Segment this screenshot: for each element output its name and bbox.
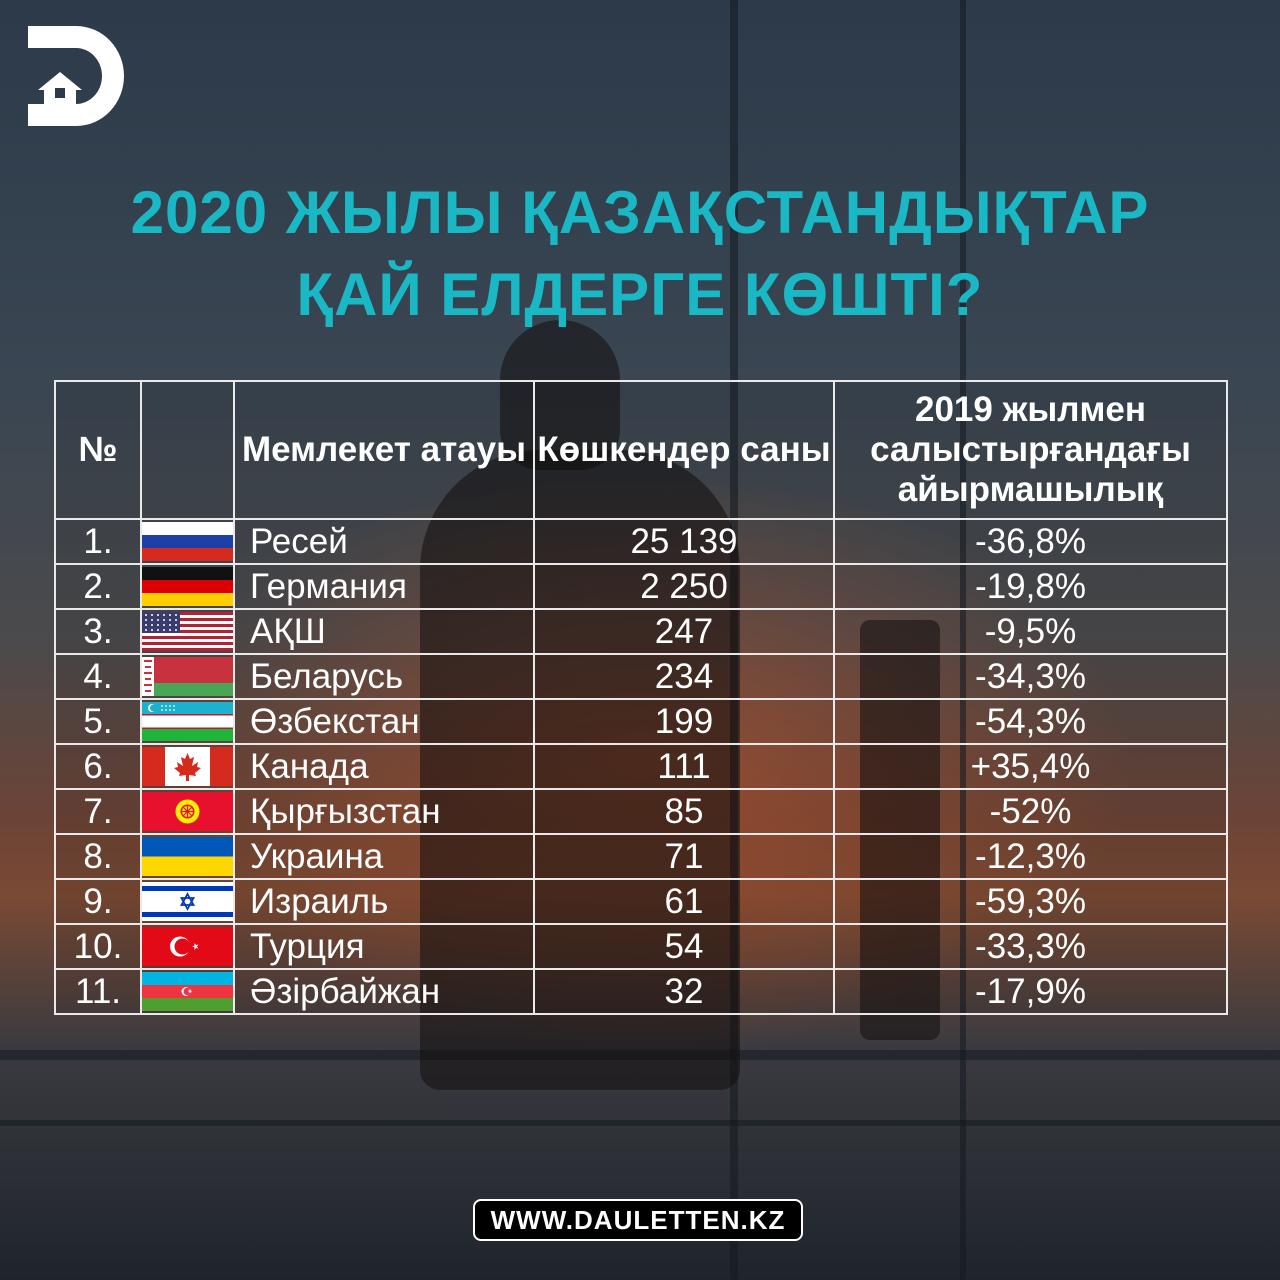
row-migrant-count: 247 xyxy=(533,608,835,655)
table-row: 4. Беларусь 234 -34,3% xyxy=(54,653,1228,700)
header-migrant-count: Көшкендер саны xyxy=(533,380,835,520)
row-migrant-count: 71 xyxy=(533,833,835,880)
table-row: 5. Өзбекстан 199 -54,3% xyxy=(54,698,1228,745)
row-flag-cell xyxy=(140,563,235,610)
row-number: 3. xyxy=(54,608,142,655)
row-number: 10. xyxy=(54,923,142,970)
russia-flag-icon xyxy=(142,522,233,561)
row-number: 8. xyxy=(54,833,142,880)
row-difference: -9,5% xyxy=(833,608,1228,655)
canada-flag-icon xyxy=(142,747,233,786)
table-header-row: № Мемлекет атауы Көшкендер саны 2019 жыл… xyxy=(54,380,1228,520)
azerbaijan-flag-icon xyxy=(142,972,233,1011)
row-migrant-count: 54 xyxy=(533,923,835,970)
table-row: 10. Турция 54 -33,3% xyxy=(54,923,1228,970)
row-country-name: Украина xyxy=(233,833,535,880)
row-flag-cell xyxy=(140,833,235,880)
row-flag-cell xyxy=(140,608,235,655)
row-country-name: Израиль xyxy=(233,878,535,925)
header-number: № xyxy=(54,380,142,520)
row-number: 7. xyxy=(54,788,142,835)
row-difference: -17,9% xyxy=(833,968,1228,1015)
table-row: 3. АҚШ 247 -9,5% xyxy=(54,608,1228,655)
row-flag-cell xyxy=(140,968,235,1015)
row-flag-cell xyxy=(140,698,235,745)
row-country-name: АҚШ xyxy=(233,608,535,655)
row-number: 1. xyxy=(54,518,142,565)
row-difference: -19,8% xyxy=(833,563,1228,610)
row-flag-cell xyxy=(140,788,235,835)
row-number: 11. xyxy=(54,968,142,1015)
row-country-name: Қырғызстан xyxy=(233,788,535,835)
row-country-name: Беларусь xyxy=(233,653,535,700)
turkey-flag-icon xyxy=(142,927,233,966)
title-line-2: ҚАЙ ЕЛДЕРГЕ КӨШТІ? xyxy=(296,261,984,328)
row-country-name: Өзбекстан xyxy=(233,698,535,745)
usa-flag-icon xyxy=(142,612,233,651)
table-row: 11. Әзірбайжан 32 -17,9% xyxy=(54,968,1228,1015)
germany-flag-icon xyxy=(142,567,233,606)
row-flag-cell xyxy=(140,923,235,970)
row-number: 9. xyxy=(54,878,142,925)
row-difference: +35,4% xyxy=(833,743,1228,790)
belarus-flag-icon xyxy=(142,657,233,696)
row-number: 6. xyxy=(54,743,142,790)
header-difference: 2019 жылмен салыстырғандағы айырмашылық xyxy=(833,380,1228,520)
uzbekistan-flag-icon xyxy=(142,702,233,741)
table-row: 8. Украина 71 -12,3% xyxy=(54,833,1228,880)
row-country-name: Канада xyxy=(233,743,535,790)
row-migrant-count: 32 xyxy=(533,968,835,1015)
row-flag-cell xyxy=(140,743,235,790)
israel-flag-icon xyxy=(142,882,233,921)
title-line-1: 2020 ЖЫЛЫ ҚАЗАҚСТАНДЫҚТАР xyxy=(130,179,1150,246)
row-migrant-count: 234 xyxy=(533,653,835,700)
row-difference: -54,3% xyxy=(833,698,1228,745)
row-flag-cell xyxy=(140,518,235,565)
table-row: 1. Ресей 25 139 -36,8% xyxy=(54,518,1228,565)
table-row: 2. Германия 2 250 -19,8% xyxy=(54,563,1228,610)
table-row: 7. Қырғызстан 85 -52% xyxy=(54,788,1228,835)
row-country-name: Ресей xyxy=(233,518,535,565)
website-badge: WWW.DAULETTEN.KZ xyxy=(473,1199,803,1241)
row-migrant-count: 25 139 xyxy=(533,518,835,565)
migration-table: № Мемлекет атауы Көшкендер саны 2019 жыл… xyxy=(54,380,1228,1015)
table-row: 6. Канада 111 +35,4% xyxy=(54,743,1228,790)
row-migrant-count: 111 xyxy=(533,743,835,790)
header-country-name: Мемлекет атауы xyxy=(233,380,535,520)
row-migrant-count: 61 xyxy=(533,878,835,925)
row-country-name: Әзірбайжан xyxy=(233,968,535,1015)
header-flag xyxy=(140,380,235,520)
row-difference: -52% xyxy=(833,788,1228,835)
row-country-name: Турция xyxy=(233,923,535,970)
row-difference: -12,3% xyxy=(833,833,1228,880)
row-number: 5. xyxy=(54,698,142,745)
ukraine-flag-icon xyxy=(142,837,233,876)
page-title: 2020 ЖЫЛЫ ҚАЗАҚСТАНДЫҚТАР ҚАЙ ЕЛДЕРГЕ КӨ… xyxy=(0,172,1280,336)
row-difference: -34,3% xyxy=(833,653,1228,700)
row-difference: -36,8% xyxy=(833,518,1228,565)
table-row: 9. Израиль 61 -59,3% xyxy=(54,878,1228,925)
row-flag-cell xyxy=(140,653,235,700)
row-difference: -59,3% xyxy=(833,878,1228,925)
row-number: 4. xyxy=(54,653,142,700)
row-country-name: Германия xyxy=(233,563,535,610)
row-flag-cell xyxy=(140,878,235,925)
row-migrant-count: 199 xyxy=(533,698,835,745)
kyrgyzstan-flag-icon xyxy=(142,792,233,831)
row-number: 2. xyxy=(54,563,142,610)
row-migrant-count: 2 250 xyxy=(533,563,835,610)
row-difference: -33,3% xyxy=(833,923,1228,970)
dauletten-logo-icon xyxy=(28,26,124,126)
row-migrant-count: 85 xyxy=(533,788,835,835)
